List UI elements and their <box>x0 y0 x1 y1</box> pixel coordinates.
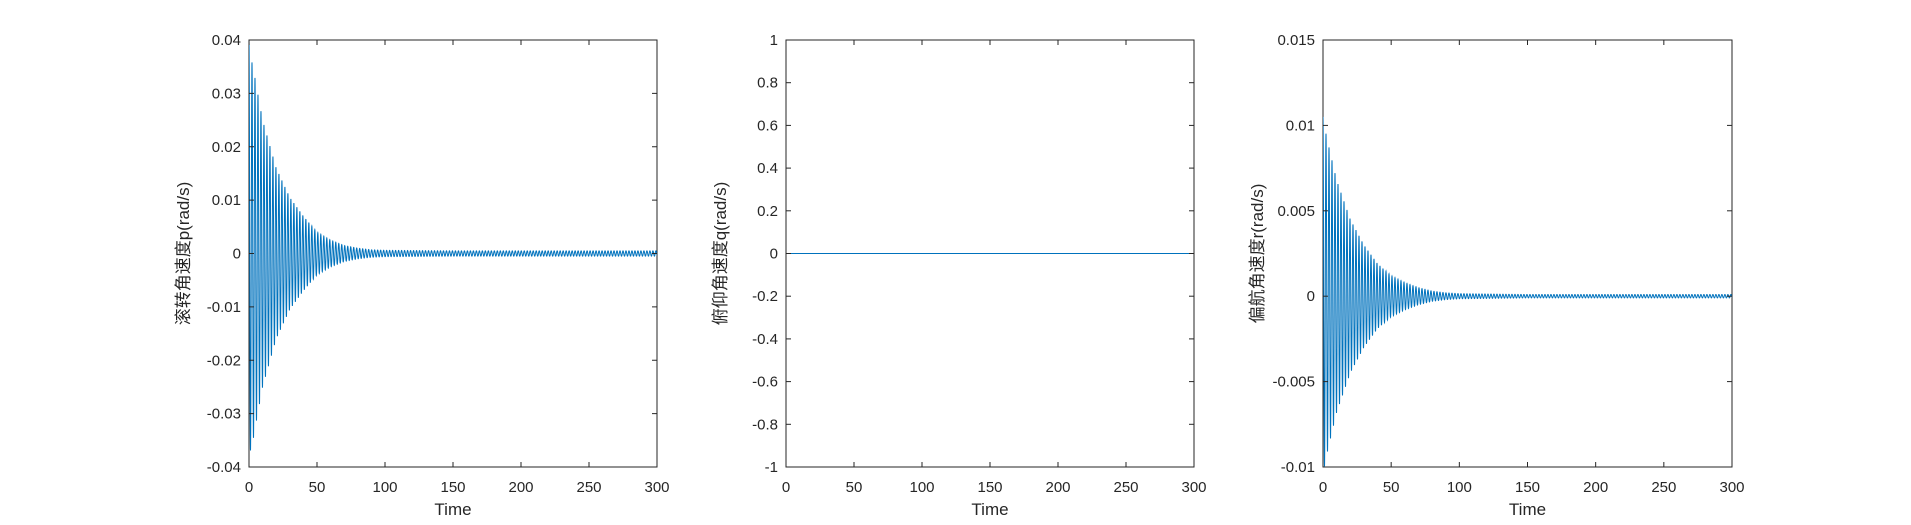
x-tick-label: 50 <box>309 479 326 496</box>
y-tick-label: -0.005 <box>1272 374 1315 391</box>
x-tick-label: 50 <box>846 479 863 496</box>
y-tick-label: 0.2 <box>757 203 778 220</box>
y-tick-label: -1 <box>765 459 778 476</box>
x-tick-label: 150 <box>1515 479 1540 496</box>
y-tick-label: -0.4 <box>752 331 778 348</box>
chart-panel-3: 0 50 100 150 200 250 300 -0.01 -0.005 0 0.005 0.01 0… <box>1248 32 1745 519</box>
y-tick-label: 0.005 <box>1277 203 1315 220</box>
x-tick-label: 250 <box>1113 479 1138 496</box>
y-tick-label: 0.01 <box>1286 117 1315 134</box>
x-axis-title: Time <box>434 500 471 519</box>
x-tick-label: 200 <box>1045 479 1070 496</box>
series-line-3-1 <box>1323 116 1732 467</box>
x-tick-label: 0 <box>1319 479 1327 496</box>
series-line-1-1 <box>249 40 657 451</box>
y-tick-label: 0.015 <box>1277 32 1315 49</box>
y-tick-label: -0.8 <box>752 416 778 433</box>
y-tick-label: 0.02 <box>212 139 241 156</box>
x-tick-label: 250 <box>576 479 601 496</box>
x-tick-label: 50 <box>1383 479 1400 496</box>
x-axis-title: Time <box>971 500 1008 519</box>
y-axis-title: 俯仰角速度q(rad/s) <box>711 182 730 326</box>
y-tick-label: -0.02 <box>207 352 241 369</box>
chart-panel-1: 0 50 100 150 200 250 300 -0.04 -0.03 -0.02 -0.01 0 0… <box>174 32 670 519</box>
y-tick-label: -0.2 <box>752 288 778 305</box>
x-tick-label: 300 <box>1719 479 1744 496</box>
x-tick-label: 150 <box>977 479 1002 496</box>
x-tick-label: 200 <box>1583 479 1608 496</box>
chart-panel-2: 0 50 100 150 200 250 300 -1 -0.8 -0.6 -0.4 -0.2 0 0.2… <box>711 32 1207 519</box>
x-tick-label: 200 <box>508 479 533 496</box>
y-tick-label: 0 <box>770 246 778 263</box>
y-tick-label: -0.01 <box>1281 459 1315 476</box>
y-tick-label: -0.03 <box>207 406 241 423</box>
x-axis-title: Time <box>1509 500 1546 519</box>
x-tick-label: 250 <box>1651 479 1676 496</box>
y-tick-label: -0.01 <box>207 299 241 316</box>
x-tick-label: 100 <box>1447 479 1472 496</box>
y-tick-label: -0.04 <box>207 459 241 476</box>
y-tick-label: 0 <box>233 246 241 263</box>
y-axis-title: 滚转角速度p(rad/s) <box>174 182 193 326</box>
y-tick-label: 0 <box>1307 288 1315 305</box>
y-tick-label: 0.8 <box>757 75 778 92</box>
x-tick-label: 100 <box>372 479 397 496</box>
x-tick-label: 300 <box>644 479 669 496</box>
y-tick-label: 0.6 <box>757 117 778 134</box>
y-tick-label: 0.01 <box>212 192 241 209</box>
y-tick-label: 0.04 <box>212 32 241 49</box>
x-tick-label: 300 <box>1181 479 1206 496</box>
x-tick-label: 100 <box>909 479 934 496</box>
axes-frame-3 <box>1322 39 1733 468</box>
y-tick-label: 1 <box>770 32 778 49</box>
x-tick-label: 0 <box>245 479 253 496</box>
x-tick-label: 150 <box>440 479 465 496</box>
y-tick-label: -0.6 <box>752 374 778 391</box>
x-tick-label: 0 <box>782 479 790 496</box>
y-tick-label: 0.03 <box>212 85 241 102</box>
y-axis-title: 偏航角速度r(rad/s) <box>1248 184 1267 324</box>
y-tick-label: 0.4 <box>757 160 778 177</box>
